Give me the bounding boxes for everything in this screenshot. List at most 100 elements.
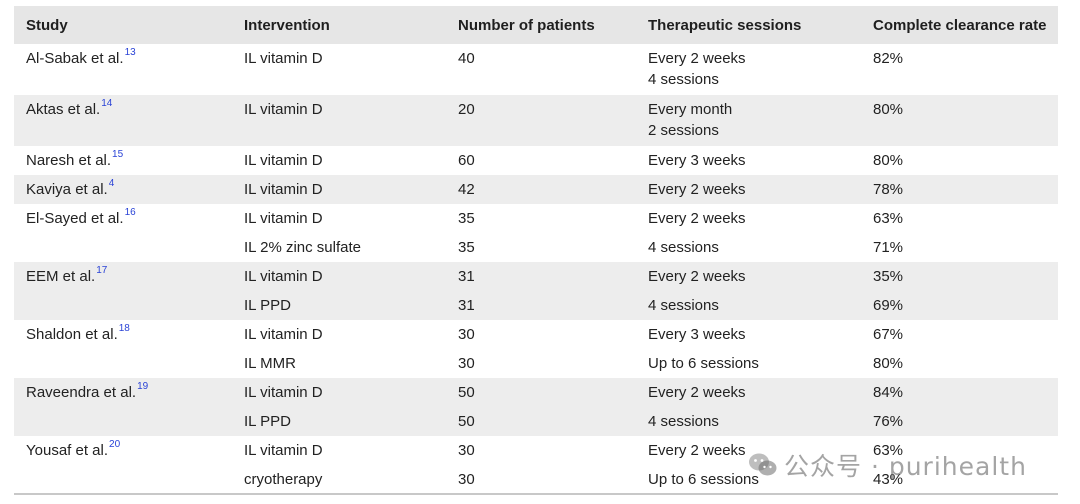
study-cell: El-Sayed et al.16: [14, 204, 232, 233]
table-row: Al-Sabak et al.13 IL vitamin D 40 Every 2 w…: [14, 44, 1058, 95]
clearance-rate-cell: 84%: [873, 384, 904, 401]
reference-link[interactable]: 4: [108, 178, 115, 189]
sessions-line: 4 sessions: [648, 413, 719, 430]
sessions-line: Every 2 weeks: [648, 50, 746, 67]
patients-cell: 60: [458, 152, 475, 169]
study-name: Aktas et al.: [26, 101, 101, 118]
sessions-line: 2 sessions: [648, 122, 719, 139]
table-row: Naresh et al.15 IL vitamin D 60 Every 3 wee…: [14, 146, 1058, 175]
header-therapeutic-sessions: Therapeutic sessions: [648, 16, 802, 34]
table-row: Raveendra et al.19 IL vitamin D 50 Every 2 …: [14, 378, 1058, 407]
patients-cell: 30: [458, 471, 475, 488]
sessions-cell: Every 2 weeks 4 sessions: [636, 44, 861, 95]
clearance-rate-cell: 80%: [873, 355, 904, 372]
sessions-line: Up to 6 sessions: [648, 355, 759, 372]
table-header-row: Study Intervention Number of patients Th…: [14, 6, 1058, 44]
reference-link[interactable]: 20: [109, 439, 121, 450]
reference-link[interactable]: 15: [112, 149, 124, 160]
study-group: Raveendra et al.19 IL vitamin D 50 Every 2 …: [14, 378, 1058, 436]
sessions-cell: Up to 6 sessions: [636, 465, 861, 494]
sessions-line: Every 3 weeks: [648, 326, 746, 343]
reference-link[interactable]: 13: [124, 47, 136, 58]
study-group: Naresh et al.15 IL vitamin D 60 Every 3 wee…: [14, 146, 1058, 175]
sessions-line: Up to 6 sessions: [648, 471, 759, 488]
header-study: Study: [26, 16, 68, 34]
sessions-line: Every 2 weeks: [648, 384, 746, 401]
studies-table: Study Intervention Number of patients Th…: [14, 6, 1058, 494]
reference-link[interactable]: 18: [118, 323, 130, 334]
study-cell: [14, 465, 232, 494]
study-group: Aktas et al.14 IL vitamin D 20 Every month 2…: [14, 95, 1058, 146]
sessions-cell: 4 sessions: [636, 291, 861, 320]
reference-link[interactable]: 17: [96, 265, 108, 276]
sessions-cell: Every 2 weeks: [636, 204, 861, 233]
study-cell: EEM et al.17: [14, 262, 232, 291]
intervention-cell: IL vitamin D: [244, 442, 323, 459]
intervention-cell: IL vitamin D: [244, 326, 323, 343]
study-cell: Kaviya et al.4: [14, 175, 232, 204]
study-cell: Naresh et al.15: [14, 146, 232, 175]
study-cell: Al-Sabak et al.13: [14, 44, 232, 95]
reference-link[interactable]: 14: [101, 98, 113, 109]
study-group: Yousaf et al.20 IL vitamin D 30 Every 2 wee…: [14, 436, 1058, 494]
reference-link[interactable]: 16: [124, 207, 136, 218]
sessions-cell: 4 sessions: [636, 233, 861, 262]
sessions-line: Every month: [648, 101, 733, 118]
patients-cell: 35: [458, 210, 475, 227]
sessions-line: 4 sessions: [648, 71, 719, 88]
study-group: El-Sayed et al.16 IL vitamin D 35 Every 2 w…: [14, 204, 1058, 262]
table-row: Yousaf et al.20 IL vitamin D 30 Every 2 wee…: [14, 436, 1058, 465]
study-name: Kaviya et al.: [26, 181, 108, 198]
sessions-line: Every 2 weeks: [648, 442, 746, 459]
study-group: Shaldon et al.18 IL vitamin D 30 Every 3 we…: [14, 320, 1058, 378]
table-row: Shaldon et al.18 IL vitamin D 30 Every 3 we…: [14, 320, 1058, 349]
study-name: El-Sayed et al.: [26, 210, 124, 227]
clearance-rate-cell: 80%: [873, 101, 904, 118]
patients-cell: 31: [458, 297, 475, 314]
table-row: IL PPD 50 4 sessions 76%: [14, 407, 1058, 436]
sessions-cell: Up to 6 sessions: [636, 349, 861, 378]
patients-cell: 35: [458, 239, 475, 256]
table-row: Aktas et al.14 IL vitamin D 20 Every month 2…: [14, 95, 1058, 146]
patients-cell: 30: [458, 442, 475, 459]
sessions-line: Every 2 weeks: [648, 181, 746, 198]
table-row: IL 2% zinc sulfate 35 4 sessions 71%: [14, 233, 1058, 262]
clearance-rate-cell: 71%: [873, 239, 904, 256]
watermark-text: 公众号 · purihealth: [784, 452, 1027, 481]
sessions-line: Every 2 weeks: [648, 268, 746, 285]
sessions-cell: Every 2 weeks: [636, 436, 861, 465]
study-name: Shaldon et al.: [26, 326, 118, 343]
study-cell: [14, 349, 232, 378]
study-name: Raveendra et al.: [26, 384, 137, 401]
patients-cell: 50: [458, 384, 475, 401]
clearance-rate-cell: 63%: [873, 210, 904, 227]
sessions-line: Every 2 weeks: [648, 210, 746, 227]
study-name: Al-Sabak et al.: [26, 50, 124, 67]
table-row: EEM et al.17 IL vitamin D 31 Every 2 weeks 3…: [14, 262, 1058, 291]
study-cell: Shaldon et al.18: [14, 320, 232, 349]
sessions-cell: Every 2 weeks: [636, 175, 861, 204]
table-bottom-rule: [14, 493, 1058, 495]
header-number-of-patients: Number of patients: [458, 16, 595, 34]
intervention-cell: IL vitamin D: [244, 181, 323, 198]
intervention-cell: IL vitamin D: [244, 101, 323, 118]
sessions-line: 4 sessions: [648, 239, 719, 256]
study-cell: [14, 233, 232, 262]
patients-cell: 31: [458, 268, 475, 285]
clearance-rate-cell: 43%: [873, 471, 904, 488]
reference-link[interactable]: 19: [137, 381, 149, 392]
wechat-icon: [749, 453, 777, 476]
study-cell: [14, 407, 232, 436]
table-row: IL PPD 31 4 sessions 69%: [14, 291, 1058, 320]
clearance-rate-cell: 67%: [873, 326, 904, 343]
header-intervention: Intervention: [244, 16, 330, 34]
watermark: 公众号 · purihealth: [748, 447, 1027, 483]
sessions-cell: Every 3 weeks: [636, 146, 861, 175]
sessions-cell: Every 2 weeks: [636, 378, 861, 407]
clearance-rate-cell: 76%: [873, 413, 904, 430]
table-row: Kaviya et al.4 IL vitamin D 42 Every 2 week…: [14, 175, 1058, 204]
study-cell: [14, 291, 232, 320]
study-cell: Raveendra et al.19: [14, 378, 232, 407]
intervention-cell: IL MMR: [244, 355, 296, 372]
